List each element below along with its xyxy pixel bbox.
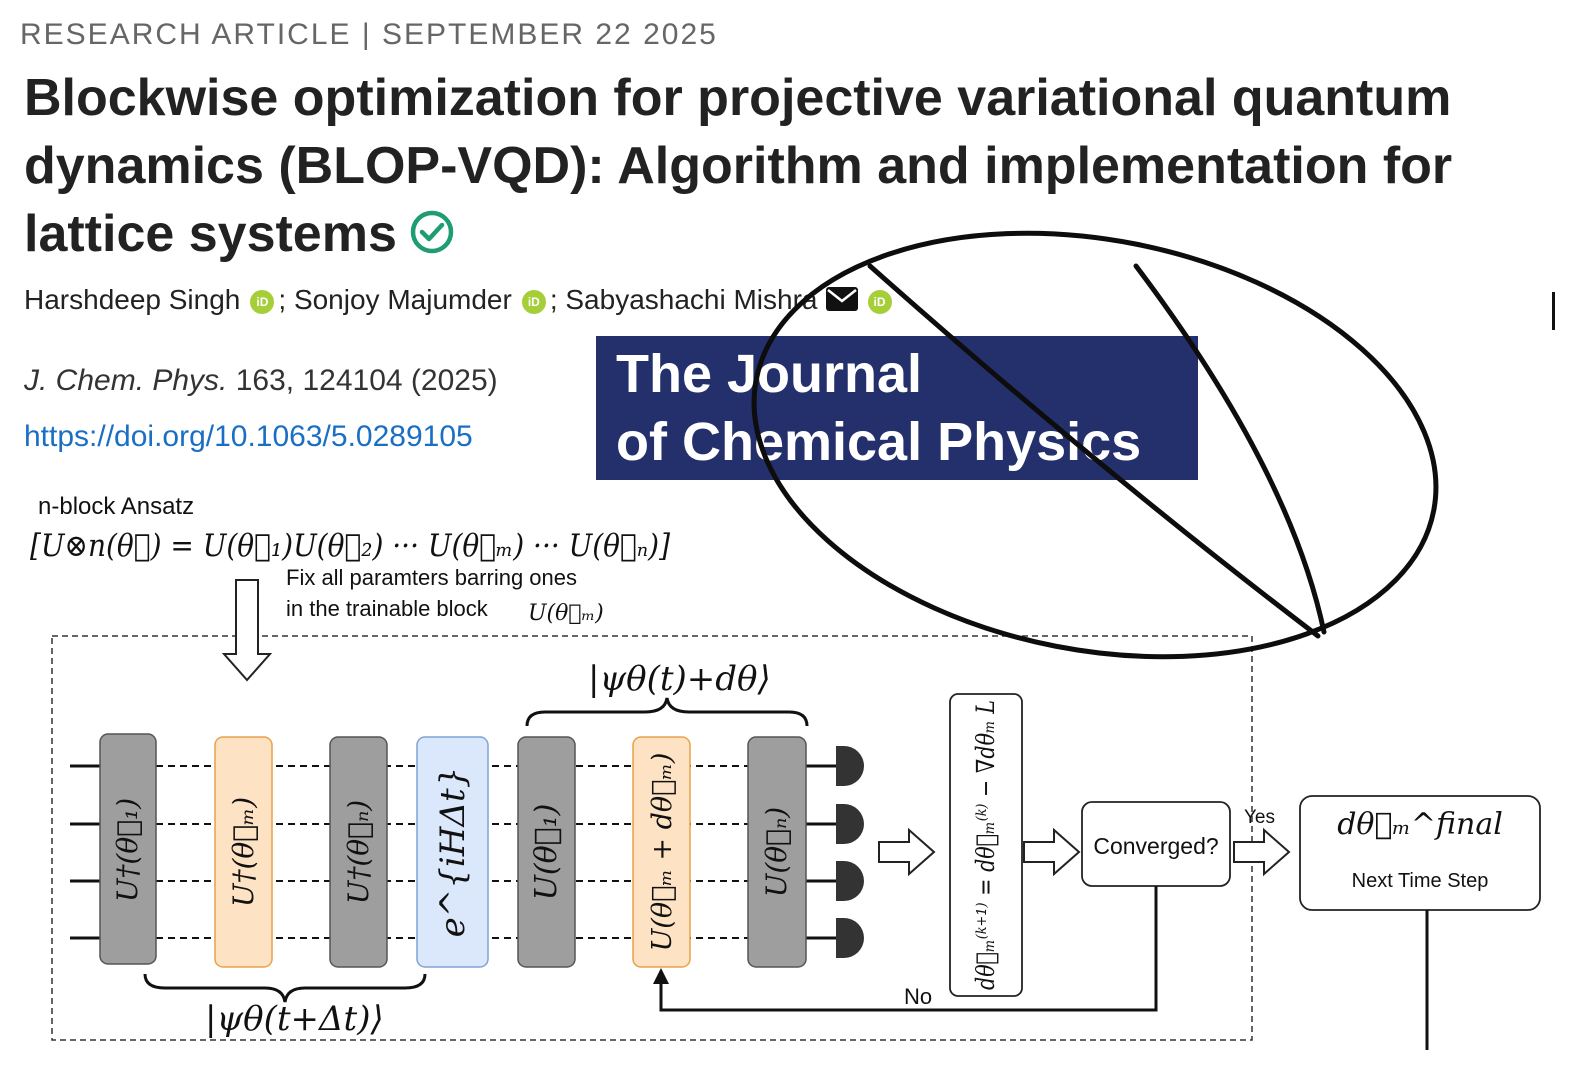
hollow-right-arrow [878, 827, 936, 877]
hollow-right-arrow [1233, 827, 1291, 877]
fix-note-line2: in the trainable block [286, 596, 489, 621]
gate-label: U†(θ⃗ₙ) [342, 800, 375, 904]
fix-note-line1: Fix all paramters barring ones [286, 565, 577, 590]
gate-block: U†(θ⃗ₘ) [214, 736, 273, 968]
orcid-icon[interactable]: iD [250, 290, 275, 314]
ansatz-title: n-block Ansatz [38, 493, 194, 520]
no-label: No [904, 984, 932, 1009]
gate-block: U†(θ⃗ₙ) [329, 736, 388, 968]
author-list: Harshdeep Singh iD; Sonjoy Majumder iD; Sa… [24, 284, 896, 318]
gate-block: U(θ⃗ₘ + dθ⃗ₘ) [632, 736, 691, 968]
converged-label: Converged? [1093, 833, 1218, 859]
verified-check-icon [409, 204, 455, 272]
measurement-icon [836, 746, 864, 786]
measurement-icon [836, 861, 864, 901]
text-cursor [1552, 292, 1555, 330]
volume-page-year: 163, 124104 (2025) [227, 364, 498, 397]
measurement-icon [836, 918, 864, 958]
orcid-icon[interactable]: iD [867, 290, 892, 314]
hollow-right-arrow [1023, 827, 1081, 877]
measurement-icon [836, 804, 864, 844]
hollow-down-arrow [221, 579, 273, 682]
yes-label: Yes [1244, 807, 1275, 828]
fix-note-symbol: U(θ⃗ₘ) [528, 601, 604, 626]
next-step-box [1299, 795, 1541, 911]
journal-logo-line2: of Chemical Physics [616, 412, 1142, 472]
final-symbol: dθ⃗ₘ^final [1337, 807, 1503, 842]
ansatz-formula: [U⊗n(θ⃗) = U(θ⃗₁)U(θ⃗₂) ··· U(θ⃗ₘ) ··· U… [30, 528, 671, 564]
mail-icon[interactable] [825, 286, 858, 318]
journal-logo-line1: The Journal [616, 344, 923, 404]
journal-abbrev: J. Chem. Phys. [24, 364, 228, 397]
gate-label: U(θ⃗ₙ) [760, 807, 793, 897]
author-link-mishra[interactable]: Sabyashachi Mishra [565, 284, 818, 315]
ket-top: |ψθ(t)+dθ⟩ [588, 659, 771, 699]
gate-block: U(θ⃗₁) [517, 736, 576, 968]
author-separator: ; [549, 284, 558, 315]
author-separator: ; [278, 284, 287, 315]
article-title-text: Blockwise optimization for projective va… [24, 69, 1453, 263]
measurement-icons [836, 746, 864, 958]
gate-label: U(θ⃗ₘ + dθ⃗ₘ) [647, 753, 678, 952]
brace-bottom [143, 973, 427, 1003]
qubit-wires [70, 764, 836, 940]
ket-bottom: |ψθ(t+Δt)⟩ [205, 999, 384, 1039]
gate-block: e^{iHΔt} [416, 736, 489, 968]
gate-label: e^{iHΔt} [433, 767, 473, 938]
journal-logo: The Journal of Chemical Physics [596, 336, 1198, 480]
dashed-frame [51, 635, 1253, 1041]
gate-label: U†(θ⃗ₘ) [227, 797, 260, 907]
graphical-abstract-figure: n-block Ansatz [U⊗n(θ⃗) = U(θ⃗₁)U(θ⃗₂) ·… [30, 493, 1541, 1050]
update-rule: dθ⃗ₘ⁽ᵏ⁺¹⁾ = dθ⃗ₘ⁽ᵏ⁾ − ∇dθₘ L [971, 700, 1000, 990]
citation: J. Chem. Phys. 163, 124104 (2025) [24, 364, 498, 398]
brace-top [525, 697, 809, 727]
next-step-label: Next Time Step [1352, 870, 1489, 892]
feedback-arrowhead [653, 968, 669, 984]
feedback-loop-line [659, 886, 1158, 1012]
gate-label: U†(θ⃗₁) [111, 798, 144, 902]
gate-block: U†(θ⃗₁) [99, 733, 157, 965]
article-title: Blockwise optimization for projective va… [24, 64, 1544, 272]
update-rule-box [949, 693, 1023, 997]
author-link-majumder[interactable]: Sonjoy Majumder [293, 284, 512, 315]
article-kicker: RESEARCH ARTICLE | SEPTEMBER 22 2025 [20, 18, 718, 51]
author-link-singh[interactable]: Harshdeep Singh [24, 284, 241, 315]
orcid-icon[interactable]: iD [521, 290, 546, 314]
gate-label: U(θ⃗₁) [529, 804, 564, 901]
gate-block: U(θ⃗ₙ) [747, 736, 807, 968]
doi-link[interactable]: https://doi.org/10.1063/5.0289105 [24, 420, 473, 453]
